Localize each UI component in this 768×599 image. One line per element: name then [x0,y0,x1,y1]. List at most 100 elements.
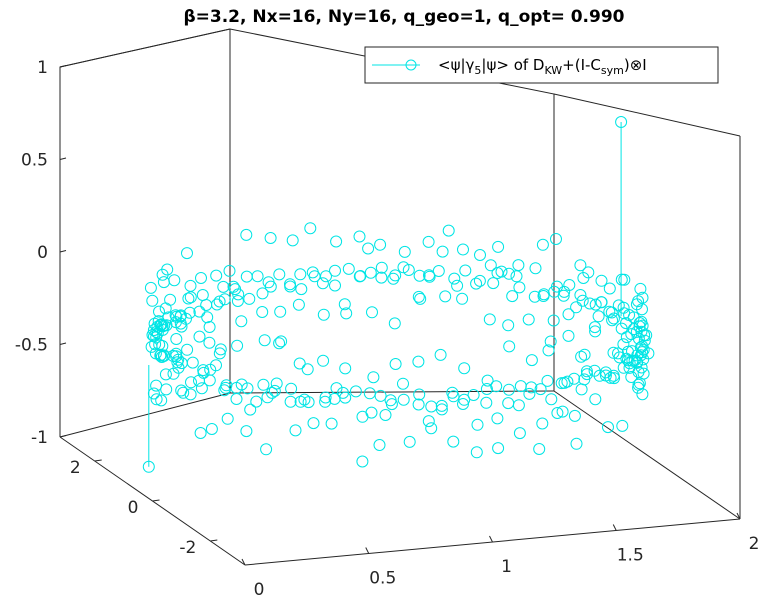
data-point [435,403,448,416]
data-point [474,249,486,261]
data-point [544,335,557,348]
data-point [492,240,505,253]
data-point [603,282,616,295]
data-point [503,340,516,353]
data-point [186,356,199,369]
data-point [375,271,388,284]
x-tick-mark [736,512,741,520]
data-point [240,228,253,241]
data-point [231,339,244,352]
data-point [363,387,376,400]
data-point [151,320,164,333]
data-point [284,395,297,408]
data-point [306,266,319,279]
data-point [203,336,216,349]
data-point [615,273,628,286]
data-point [240,270,253,283]
data-point [607,312,620,325]
z-tick-mark [59,435,67,438]
data-point [240,425,253,438]
data-point [483,313,496,326]
data-point [217,280,230,293]
data-point [470,277,483,290]
data-point [172,361,185,374]
data-point [436,245,449,258]
data-point [317,354,330,367]
data-point [182,292,195,305]
data-point [284,280,297,293]
data-point [632,295,645,308]
z-tick-label: 0.5 [21,151,48,171]
data-point [490,380,503,393]
data-point [389,269,402,282]
data-point [218,384,231,397]
data-point [153,305,165,318]
data-point [329,264,341,277]
data-point [555,377,568,390]
data-point [295,283,308,296]
data-point [325,417,338,430]
data-point [353,270,366,283]
data-point [608,372,621,385]
data-point [274,305,287,318]
data-point [196,289,209,301]
data-point [316,277,329,290]
data-point [537,288,550,301]
data-point [635,361,648,374]
data-point [425,400,438,413]
data-point [638,334,651,347]
data-point [575,350,588,363]
x-tick-label: 1.5 [617,546,644,566]
data-point [264,232,277,244]
data-point [293,357,306,370]
data-point [582,266,595,279]
data-point [502,319,515,332]
data-point [270,377,283,390]
data-point [617,361,630,374]
legend: <ψ|γ5|ψ> of DKW+(I-Csym)⊗I [364,46,719,84]
data-point [510,270,523,283]
data-point [170,333,183,345]
data-point [203,374,216,387]
data-point [170,310,183,323]
data-point [451,279,464,292]
data-point [558,285,571,298]
data-point [512,259,525,272]
data-point [231,295,244,307]
data-point [570,437,583,450]
data-point [155,351,168,363]
data-point [156,268,169,281]
data-point [412,355,425,368]
x-tick-mark [365,547,370,554]
data-point [201,311,214,324]
data-point [607,346,620,359]
data-point [266,386,278,399]
data-point [403,435,416,448]
data-point [442,224,455,237]
data-point [153,338,166,351]
z-tick-label: 1 [37,58,48,78]
data-point [177,386,190,399]
data-point [592,310,605,323]
data-point [617,338,630,351]
data-point [525,354,538,367]
data-point [422,235,435,248]
data-point [150,379,163,392]
data-point [149,338,162,351]
data-point [473,274,486,287]
data-point [241,382,254,395]
data-point [146,294,159,307]
data-point [251,270,264,283]
data-point [503,267,515,280]
data-point [434,348,447,361]
data-point [635,315,648,328]
data-point [211,298,223,311]
data-point [513,281,526,294]
y-tick-mark [152,499,160,502]
data-point [580,365,593,378]
data-point [623,361,636,374]
data-point [471,418,484,431]
z-tick-mark [59,342,67,345]
data-point [256,287,269,300]
data-point [379,409,392,421]
